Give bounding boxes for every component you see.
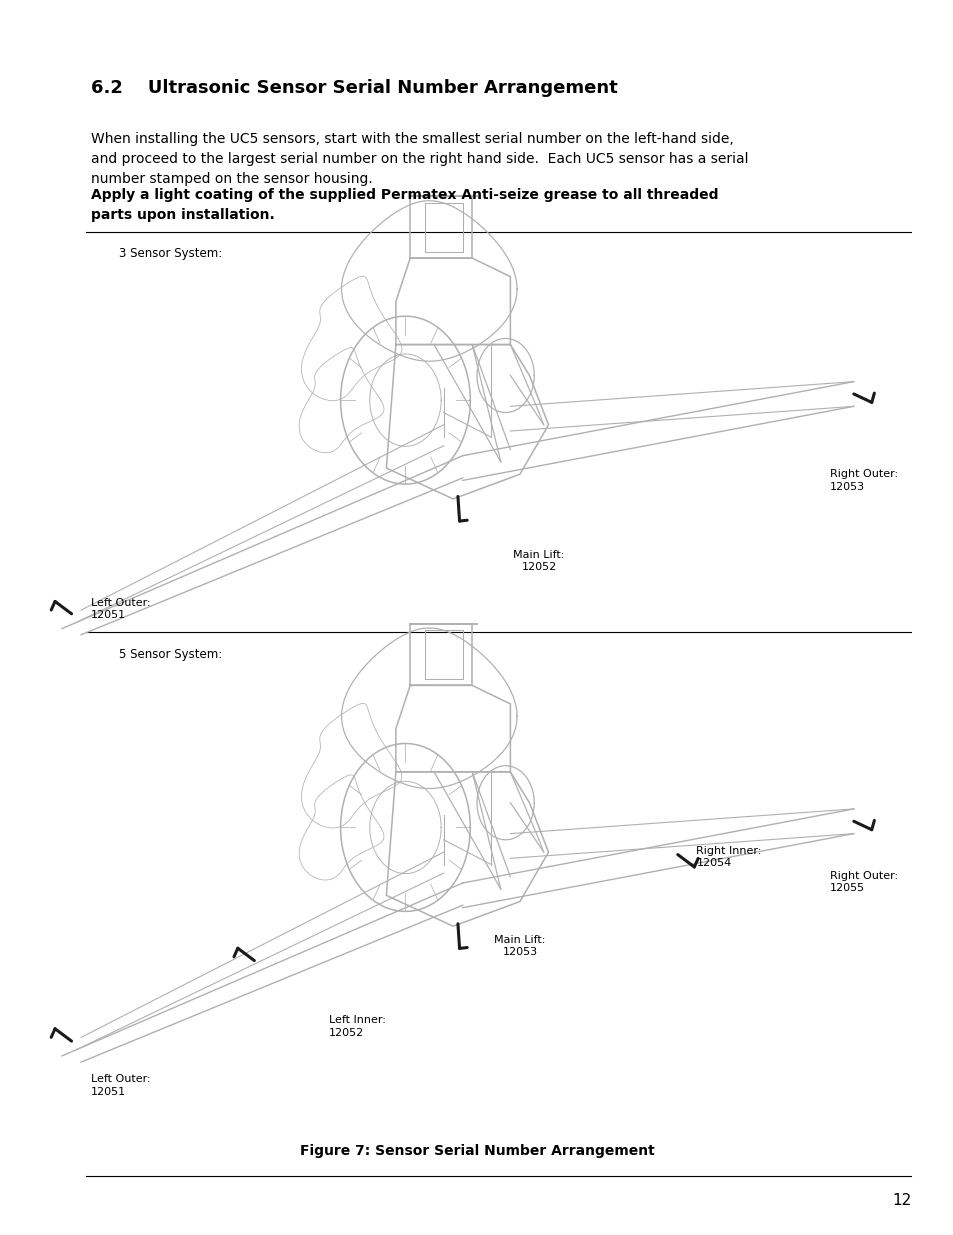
Text: 3 Sensor System:: 3 Sensor System: — [119, 247, 222, 261]
Text: Left Inner:
12052: Left Inner: 12052 — [329, 1015, 386, 1037]
Text: 5 Sensor System:: 5 Sensor System: — [119, 648, 222, 662]
Text: Figure 7: Sensor Serial Number Arrangement: Figure 7: Sensor Serial Number Arrangeme… — [299, 1145, 654, 1158]
Text: Main Lift:
12052: Main Lift: 12052 — [513, 550, 564, 572]
Text: Right Inner:
12054: Right Inner: 12054 — [696, 846, 761, 868]
Text: 12: 12 — [891, 1193, 910, 1208]
Text: Apply a light coating of the supplied Permatex Anti-seize grease to all threaded: Apply a light coating of the supplied Pe… — [91, 188, 718, 222]
Text: Left Outer:
12051: Left Outer: 12051 — [91, 598, 151, 620]
Text: Left Outer:
12051: Left Outer: 12051 — [91, 1074, 151, 1097]
Text: 6.2    Ultrasonic Sensor Serial Number Arrangement: 6.2 Ultrasonic Sensor Serial Number Arra… — [91, 79, 617, 98]
Text: Right Outer:
12053: Right Outer: 12053 — [829, 469, 897, 492]
Text: When installing the UC5 sensors, start with the smallest serial number on the le: When installing the UC5 sensors, start w… — [91, 132, 747, 186]
Text: Right Outer:
12055: Right Outer: 12055 — [829, 871, 897, 893]
Text: Main Lift:
12053: Main Lift: 12053 — [494, 935, 545, 957]
